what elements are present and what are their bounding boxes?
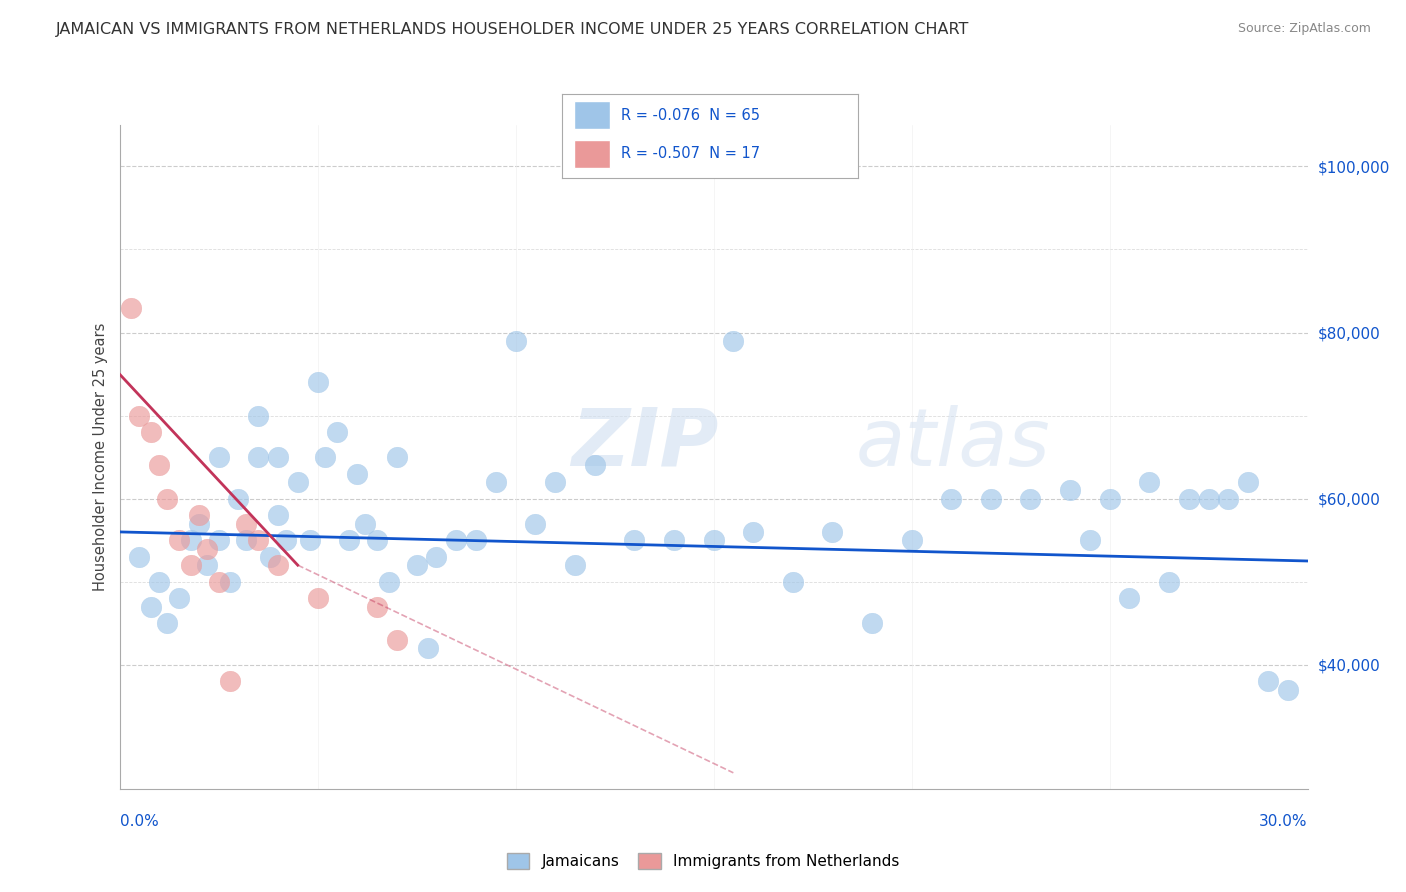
Point [235, 533, 257, 548]
Point [1277, 682, 1299, 697]
Point [167, 591, 190, 606]
Point [314, 450, 336, 464]
Point [326, 425, 349, 440]
Text: ZIP: ZIP [571, 405, 718, 483]
Point [1198, 491, 1220, 506]
Point [207, 450, 229, 464]
Point [267, 450, 290, 464]
Point [980, 491, 1002, 506]
Point [207, 574, 229, 589]
Point [247, 450, 270, 464]
Point [378, 574, 401, 589]
Text: R = -0.507  N = 17: R = -0.507 N = 17 [621, 146, 761, 161]
Point [346, 467, 368, 481]
Point [583, 458, 606, 473]
Y-axis label: Householder Income Under 25 years: Householder Income Under 25 years [93, 323, 108, 591]
Point [207, 533, 229, 548]
Point [1059, 483, 1081, 498]
Legend: Jamaicans, Immigrants from Netherlands: Jamaicans, Immigrants from Netherlands [501, 847, 905, 875]
Point [418, 641, 440, 656]
Point [662, 533, 685, 548]
Text: R = -0.076  N = 65: R = -0.076 N = 65 [621, 108, 761, 123]
Point [544, 475, 567, 489]
Text: 0.0%: 0.0% [120, 814, 159, 829]
Bar [574, 102, 610, 129]
Point [195, 558, 218, 573]
Point [464, 533, 488, 548]
Point [287, 475, 309, 489]
Point [702, 533, 725, 548]
Point [128, 409, 150, 423]
Point [267, 508, 290, 523]
Point [307, 376, 329, 390]
Point [860, 616, 883, 631]
Point [267, 558, 290, 573]
Point [247, 533, 270, 548]
Bar [574, 140, 610, 169]
Point [405, 558, 427, 573]
Point [156, 616, 179, 631]
Point [148, 458, 170, 473]
Point [247, 409, 270, 423]
Point [228, 491, 250, 506]
Text: atlas: atlas [856, 405, 1050, 483]
Point [782, 574, 804, 589]
Point [444, 533, 467, 548]
Point [274, 533, 297, 548]
Point [195, 541, 218, 556]
Point [180, 533, 202, 548]
Point [219, 674, 242, 689]
Point [167, 533, 190, 548]
Point [298, 533, 321, 548]
Point [723, 334, 745, 348]
Point [505, 334, 527, 348]
Point [1218, 491, 1240, 506]
Point [425, 549, 447, 564]
Point [219, 574, 242, 589]
Point [366, 599, 388, 614]
Point [141, 425, 163, 440]
Point [1098, 491, 1121, 506]
Point [385, 450, 408, 464]
Point [1237, 475, 1260, 489]
Point [939, 491, 962, 506]
Point [1157, 574, 1180, 589]
Point [385, 632, 408, 647]
Point [141, 599, 163, 614]
Point [1078, 533, 1101, 548]
Point [821, 524, 844, 539]
Point [564, 558, 586, 573]
Point [187, 508, 209, 523]
Point [900, 533, 922, 548]
Point [128, 549, 150, 564]
Point [1178, 491, 1201, 506]
Point [148, 574, 170, 589]
Text: JAMAICAN VS IMMIGRANTS FROM NETHERLANDS HOUSEHOLDER INCOME UNDER 25 YEARS CORREL: JAMAICAN VS IMMIGRANTS FROM NETHERLANDS … [56, 22, 970, 37]
Point [742, 524, 765, 539]
Point [235, 516, 257, 531]
Point [120, 301, 142, 315]
Point [1137, 475, 1160, 489]
Point [354, 516, 377, 531]
Point [485, 475, 508, 489]
Point [337, 533, 360, 548]
Point [1118, 591, 1140, 606]
Point [180, 558, 202, 573]
Point [1257, 674, 1279, 689]
Point [1019, 491, 1042, 506]
Point [366, 533, 388, 548]
Point [623, 533, 645, 548]
Point [524, 516, 547, 531]
Text: 30.0%: 30.0% [1260, 814, 1308, 829]
Point [307, 591, 329, 606]
Text: Source: ZipAtlas.com: Source: ZipAtlas.com [1237, 22, 1371, 36]
Point [156, 491, 179, 506]
Point [187, 516, 209, 531]
Point [259, 549, 281, 564]
